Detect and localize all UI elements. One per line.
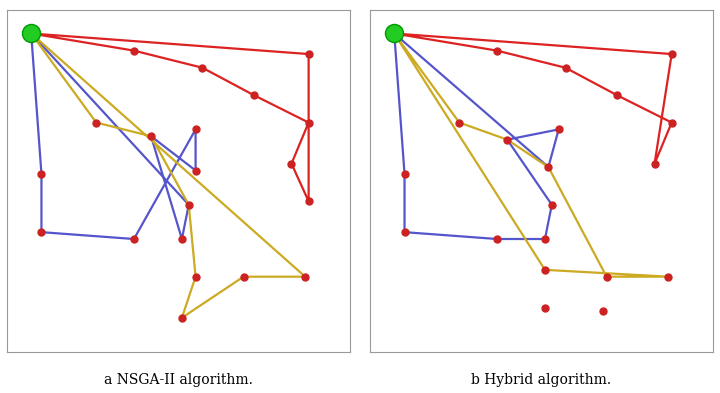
Text: b Hybrid algorithm.: b Hybrid algorithm. [472, 373, 611, 387]
Text: a NSGA-II algorithm.: a NSGA-II algorithm. [104, 373, 253, 387]
